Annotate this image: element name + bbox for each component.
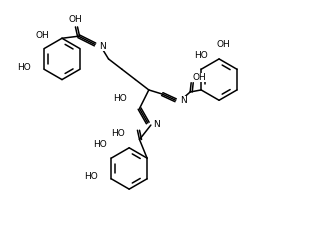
Text: HO: HO [113,94,127,103]
Text: N: N [180,96,187,105]
Text: HO: HO [194,51,208,60]
Text: N: N [99,42,106,51]
Text: OH: OH [69,15,82,24]
Text: OH: OH [192,73,206,82]
Text: HO: HO [93,140,107,149]
Text: HO: HO [17,63,31,72]
Text: N: N [153,120,160,128]
Text: OH: OH [216,40,230,49]
Text: OH: OH [35,31,49,40]
Text: HO: HO [111,129,125,138]
Text: HO: HO [84,172,98,181]
